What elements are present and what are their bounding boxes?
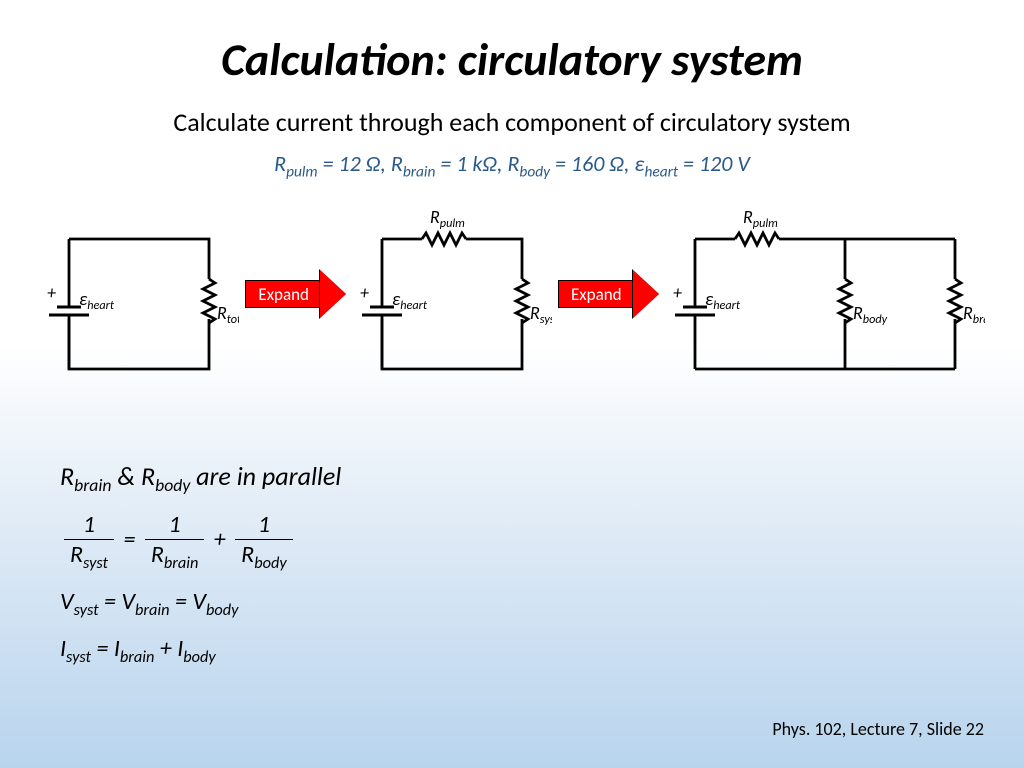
footer: Phys. 102, Lecture 7, Slide 22 [772, 718, 984, 740]
eq-fraction: 1Rsyst = 1Rbrain + 1Rbody [60, 510, 341, 573]
parameters: Rpulm = 12 Ω, Rbrain = 1 kΩ, Rbody = 160… [0, 150, 1024, 181]
circuit-1: + εheart Rtot [39, 189, 239, 399]
arrow-label: Expand [245, 280, 320, 308]
plus-label: + [673, 282, 682, 304]
page-title: Calculation: circulatory system [0, 0, 1024, 88]
expand-arrow-2: Expand [558, 270, 659, 318]
eq-current: Isyst = Ibrain + Ibody [60, 634, 341, 667]
circuit-2: + εheart Rpulm Rsyst [352, 189, 552, 399]
plus-label: + [360, 282, 369, 304]
plus-label: + [47, 282, 56, 304]
rpulm-label: Rpulm [430, 206, 465, 231]
rpulm-label: Rpulm [743, 206, 778, 231]
rtot-label: Rtot [217, 302, 239, 327]
eheart-label: εheart [392, 288, 428, 313]
eq-voltage: Vsyst = Vbrain = Vbody [60, 587, 341, 620]
diagram-row: + εheart Rtot Expand + εheart Rpulm Rsys… [0, 189, 1024, 399]
equations-block: Rbrain & Rbody are in parallel 1Rsyst = … [60, 460, 341, 681]
rbrain-label: Rbrain [963, 302, 985, 327]
eheart-label: εheart [79, 288, 115, 313]
circuit-3: + εheart Rpulm Rbody Rbrain [665, 189, 985, 399]
subtitle: Calculate current through each component… [0, 106, 1024, 138]
expand-arrow-1: Expand [245, 270, 346, 318]
eq-parallel: Rbrain & Rbody are in parallel [60, 460, 341, 496]
rsyst-label: Rsyst [530, 302, 552, 327]
rbody-label: Rbody [853, 302, 888, 327]
eheart-label: εheart [705, 288, 741, 313]
arrow-label: Expand [558, 280, 633, 308]
